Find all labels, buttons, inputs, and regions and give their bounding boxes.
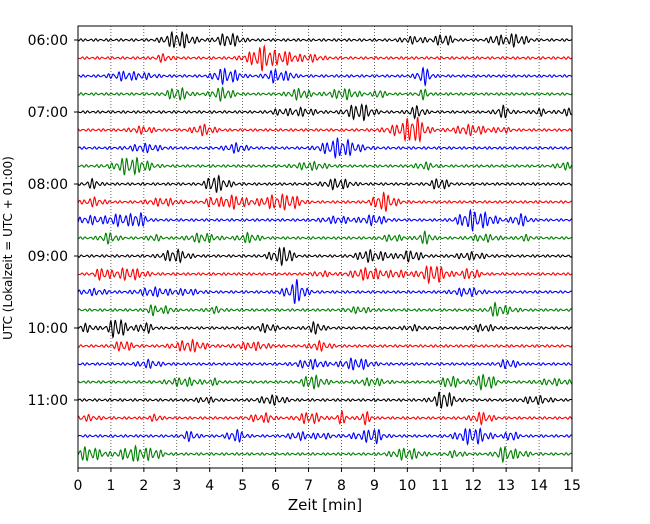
x-tick-label: 2: [139, 478, 148, 494]
y-tick-label: 06:00: [28, 33, 68, 49]
trace-line: [77, 444, 573, 464]
y-axis-label: UTC (Lokalzeit = UTC + 01:00): [1, 156, 15, 340]
y-tick-label: 07:00: [28, 105, 68, 121]
trace-line: [77, 279, 573, 304]
y-tick-label: 08:00: [28, 177, 68, 193]
trace-line: [77, 44, 573, 72]
trace-line: [77, 301, 573, 318]
trace-line: [77, 338, 573, 353]
trace-line: [77, 30, 573, 49]
x-tick-label: 13: [497, 478, 515, 494]
x-tick-label: 0: [74, 478, 83, 494]
x-tick-label: 4: [205, 478, 214, 494]
plot-frame: [77, 25, 573, 469]
trace-line: [77, 103, 573, 122]
trace-line: [77, 246, 573, 267]
y-tick-label: 11:00: [28, 393, 68, 409]
y-tick-label: 09:00: [28, 249, 68, 265]
trace-line: [77, 391, 573, 409]
trace-line: [77, 191, 573, 212]
trace-line: [77, 137, 573, 160]
x-tick-label: 8: [337, 478, 346, 494]
trace-line: [77, 208, 573, 233]
trace-line: [77, 156, 573, 176]
x-tick-label: 10: [398, 478, 416, 494]
trace-line: [77, 357, 573, 371]
trace-line: [77, 66, 573, 88]
x-axis-label: Zeit [min]: [288, 496, 362, 514]
x-tick-label: 15: [563, 478, 581, 494]
trace-line: [77, 86, 573, 102]
x-tick-label: 11: [431, 478, 449, 494]
x-tick-label: 3: [172, 478, 181, 494]
traces: [77, 30, 573, 464]
y-axis-ticks: 06:00 07:00 08:00 09:00 10:00 11:00: [28, 33, 78, 409]
x-tick-label: 5: [238, 478, 247, 494]
trace-line: [77, 174, 573, 193]
x-tick-label: 1: [106, 478, 115, 494]
x-tick-label: 14: [530, 478, 548, 494]
trace-line: [77, 409, 573, 426]
trace-line: [77, 116, 573, 144]
trace-line: [77, 427, 573, 446]
trace-line: [77, 230, 573, 245]
x-tick-label: 7: [304, 478, 313, 494]
x-axis-ticks: 0 1 2 3 4 5 6 7 8 9 10 11 12 13 14 15: [74, 468, 581, 494]
trace-line: [77, 373, 573, 392]
trace-line: [77, 265, 573, 285]
y-tick-label: 10:00: [28, 321, 68, 337]
x-tick-label: 6: [271, 478, 280, 494]
trace-line: [77, 318, 573, 339]
x-tick-label: 9: [370, 478, 379, 494]
x-tick-label: 12: [464, 478, 482, 494]
